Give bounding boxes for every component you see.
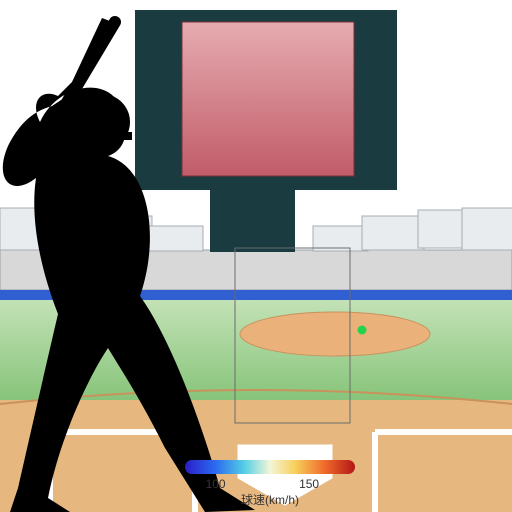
colorbar-tick-label: 100	[206, 477, 226, 491]
colorbar-axis-label: 球速(km/h)	[241, 493, 299, 507]
colorbar-bar	[185, 460, 355, 474]
scene-root: 100 150球速(km/h)	[0, 0, 512, 512]
colorbar-tick-label: 150	[299, 477, 319, 491]
pitch-point	[358, 326, 367, 335]
pitch-marker	[358, 326, 367, 335]
